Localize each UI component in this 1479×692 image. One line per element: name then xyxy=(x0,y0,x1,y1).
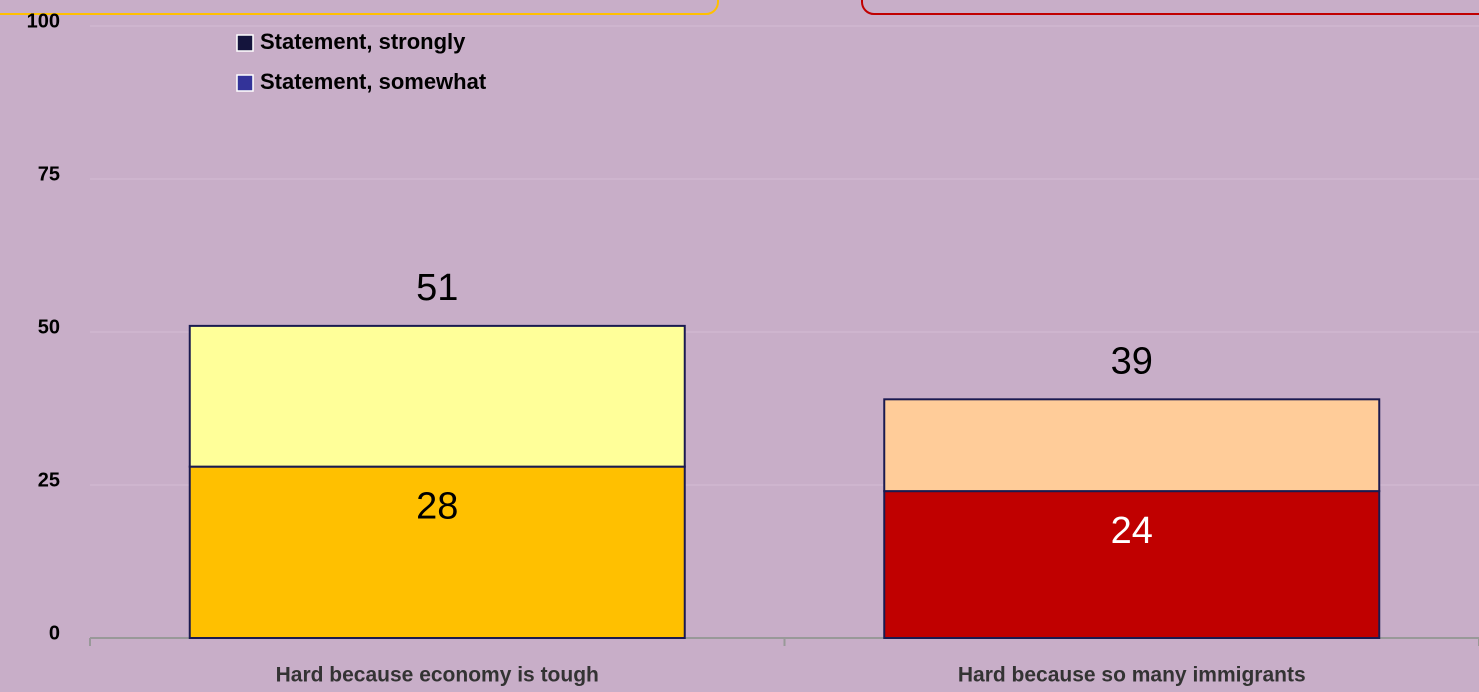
legend-swatch xyxy=(236,74,254,92)
legend-label: Statement, somewhat xyxy=(260,69,487,94)
total-label: 51 xyxy=(416,267,458,309)
x-tick-label: Hard because so many immigrants xyxy=(958,664,1306,687)
callout-box xyxy=(0,0,719,15)
bar-segment xyxy=(883,490,1381,639)
y-tick-label: 25 xyxy=(38,469,60,491)
legend-label: Statement, strongly xyxy=(260,29,466,54)
total-label: 39 xyxy=(1111,340,1153,382)
bar-segment xyxy=(188,324,686,468)
y-tick-label: 75 xyxy=(38,163,60,185)
y-tick-label: 50 xyxy=(38,316,60,338)
y-tick-label: 0 xyxy=(49,622,60,644)
y-tick-label: 100 xyxy=(27,10,60,32)
data-label: 24 xyxy=(1111,510,1153,552)
legend-swatch xyxy=(236,34,254,52)
bar-segment xyxy=(883,398,1381,493)
data-label: 28 xyxy=(416,486,458,528)
callout-box xyxy=(861,0,1479,15)
x-tick-label: Hard because economy is tough xyxy=(276,664,599,687)
